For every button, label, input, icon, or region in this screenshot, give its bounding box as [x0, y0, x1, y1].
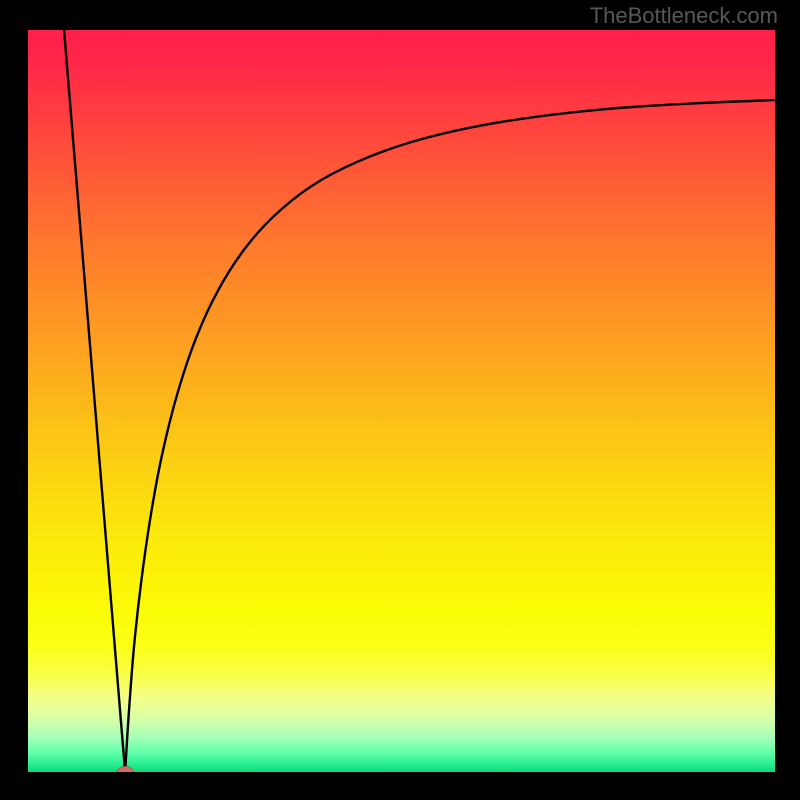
- minimum-marker: [117, 766, 133, 777]
- chart-container: TheBottleneck.com: [0, 0, 800, 800]
- bottleneck-chart: [0, 0, 800, 800]
- watermark-text: TheBottleneck.com: [590, 3, 778, 29]
- plot-background: [28, 30, 775, 772]
